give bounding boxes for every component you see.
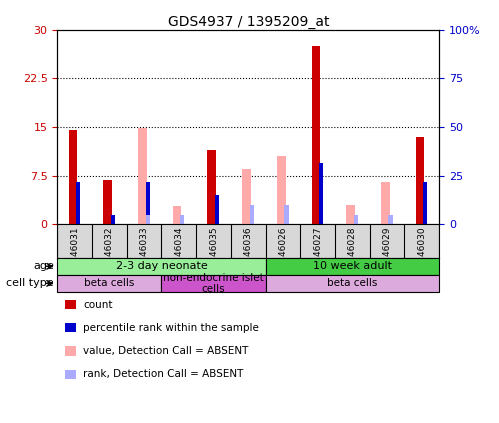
Text: GSM1146034: GSM1146034 [174, 226, 183, 286]
Text: GSM1146028: GSM1146028 [348, 226, 357, 286]
Bar [111, 214, 115, 224]
Text: cell type: cell type [6, 278, 54, 288]
Bar [242, 169, 251, 224]
Bar [284, 205, 288, 224]
Bar [69, 130, 77, 224]
Text: age: age [33, 261, 54, 271]
Bar [180, 214, 185, 224]
Text: GSM1146029: GSM1146029 [383, 226, 392, 286]
Bar [381, 182, 390, 224]
Bar [250, 205, 254, 224]
Bar [76, 182, 80, 224]
Bar [277, 156, 285, 224]
Bar [265, 258, 439, 275]
Title: GDS4937 / 1395209_at: GDS4937 / 1395209_at [168, 14, 329, 29]
Text: GSM1146032: GSM1146032 [105, 226, 114, 286]
Bar [103, 180, 112, 224]
Bar [311, 46, 320, 224]
Text: 2-3 day neonate: 2-3 day neonate [116, 261, 208, 271]
Bar [388, 214, 393, 224]
Bar [208, 150, 216, 224]
Bar [250, 205, 254, 224]
Text: GSM1146027: GSM1146027 [313, 226, 322, 286]
Text: rank, Detection Call = ABSENT: rank, Detection Call = ABSENT [83, 369, 244, 379]
Bar [162, 275, 265, 292]
Text: count: count [83, 299, 113, 310]
Text: beta cells: beta cells [84, 278, 135, 288]
Bar [146, 214, 150, 224]
Bar [57, 275, 162, 292]
Bar [354, 214, 358, 224]
Bar [319, 163, 323, 224]
Bar [138, 128, 147, 224]
Bar [173, 206, 182, 224]
Bar [146, 182, 150, 224]
Text: GSM1146036: GSM1146036 [244, 226, 253, 287]
Text: GSM1146031: GSM1146031 [70, 226, 79, 287]
Bar [265, 275, 439, 292]
Bar [215, 195, 219, 224]
Text: beta cells: beta cells [327, 278, 378, 288]
Text: GSM1146030: GSM1146030 [417, 226, 426, 287]
Text: GSM1146026: GSM1146026 [278, 226, 287, 286]
Text: GSM1146035: GSM1146035 [209, 226, 218, 287]
Text: non-endocrine islet
cells: non-endocrine islet cells [163, 272, 264, 294]
Bar [423, 182, 427, 224]
Text: 10 week adult: 10 week adult [313, 261, 392, 271]
Text: value, Detection Call = ABSENT: value, Detection Call = ABSENT [83, 346, 249, 356]
Bar [416, 137, 424, 224]
Text: GSM1146033: GSM1146033 [140, 226, 149, 287]
Bar [57, 258, 265, 275]
Bar [346, 205, 355, 224]
Text: percentile rank within the sample: percentile rank within the sample [83, 323, 259, 333]
